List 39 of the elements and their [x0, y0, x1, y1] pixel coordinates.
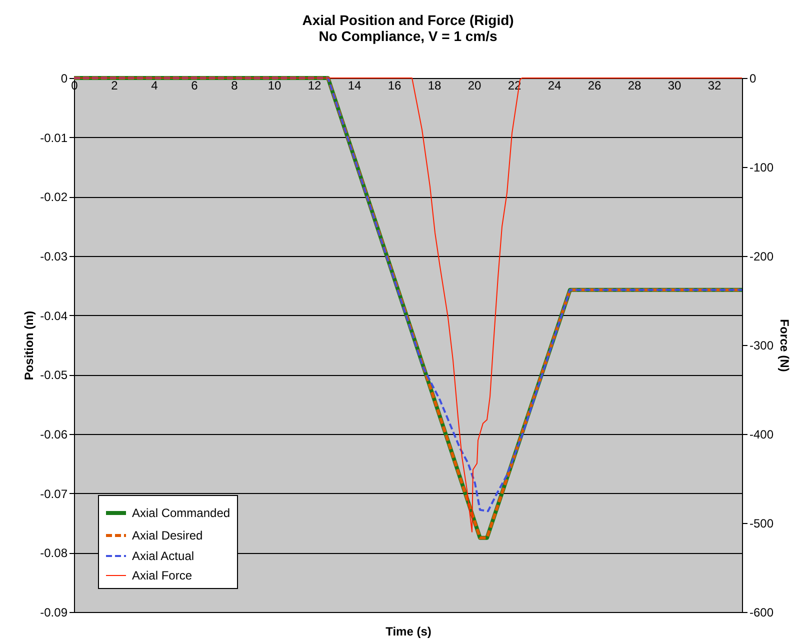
x-tick-label: 8 — [231, 78, 238, 92]
y2-axis-title: Force (N) — [778, 319, 792, 372]
legend-label: Axial Commanded — [132, 506, 230, 520]
y-tick-label: -0.06 — [40, 428, 68, 442]
x-tick-label: 18 — [428, 78, 442, 92]
y-tick-label: -0.09 — [40, 606, 68, 620]
x-tick-label: 10 — [268, 78, 282, 92]
y2-tick-label: -100 — [750, 160, 774, 174]
y-axis-title: Position (m) — [22, 310, 36, 380]
x-tick-label: 24 — [548, 78, 562, 92]
x-tick-label: 12 — [308, 78, 322, 92]
y2-tick-label: -400 — [750, 428, 774, 442]
x-tick-label: 6 — [191, 78, 198, 92]
x-tick-label: 16 — [388, 78, 402, 92]
y2-tick-label: -500 — [750, 516, 774, 530]
chart-title: Axial Position and Force (Rigid) — [302, 12, 514, 28]
y-tick-label: -0.01 — [40, 130, 68, 145]
legend-label: Axial Desired — [132, 528, 203, 542]
x-tick-label: 4 — [151, 78, 158, 92]
x-tick-label: 28 — [628, 78, 642, 92]
x-tick-label: 26 — [588, 78, 602, 92]
y-tick-label: -0.08 — [40, 546, 68, 560]
y-tick-label: -0.02 — [40, 190, 68, 204]
chart-subtitle: No Compliance, V = 1 cm/s — [318, 28, 498, 44]
x-tick-label: 2 — [111, 78, 118, 92]
y-tick-label: -0.03 — [40, 250, 68, 264]
y-tick-label: -0.05 — [40, 368, 68, 382]
y-tick-label: -0.04 — [40, 308, 68, 323]
y2-tick-label: -300 — [750, 338, 774, 352]
x-axis-title: Time (s) — [386, 624, 432, 638]
x-tick-label: 32 — [708, 78, 722, 92]
x-tick-label: 14 — [348, 78, 362, 92]
x-tick-label: 30 — [668, 78, 682, 92]
x-tick-label: 20 — [468, 78, 482, 92]
y-tick-label: -0.07 — [40, 486, 68, 501]
y2-tick-label: -200 — [750, 250, 774, 264]
legend-label: Axial Force — [132, 568, 192, 582]
legend-label: Axial Actual — [132, 549, 194, 563]
y2-tick-label: -600 — [750, 606, 774, 620]
